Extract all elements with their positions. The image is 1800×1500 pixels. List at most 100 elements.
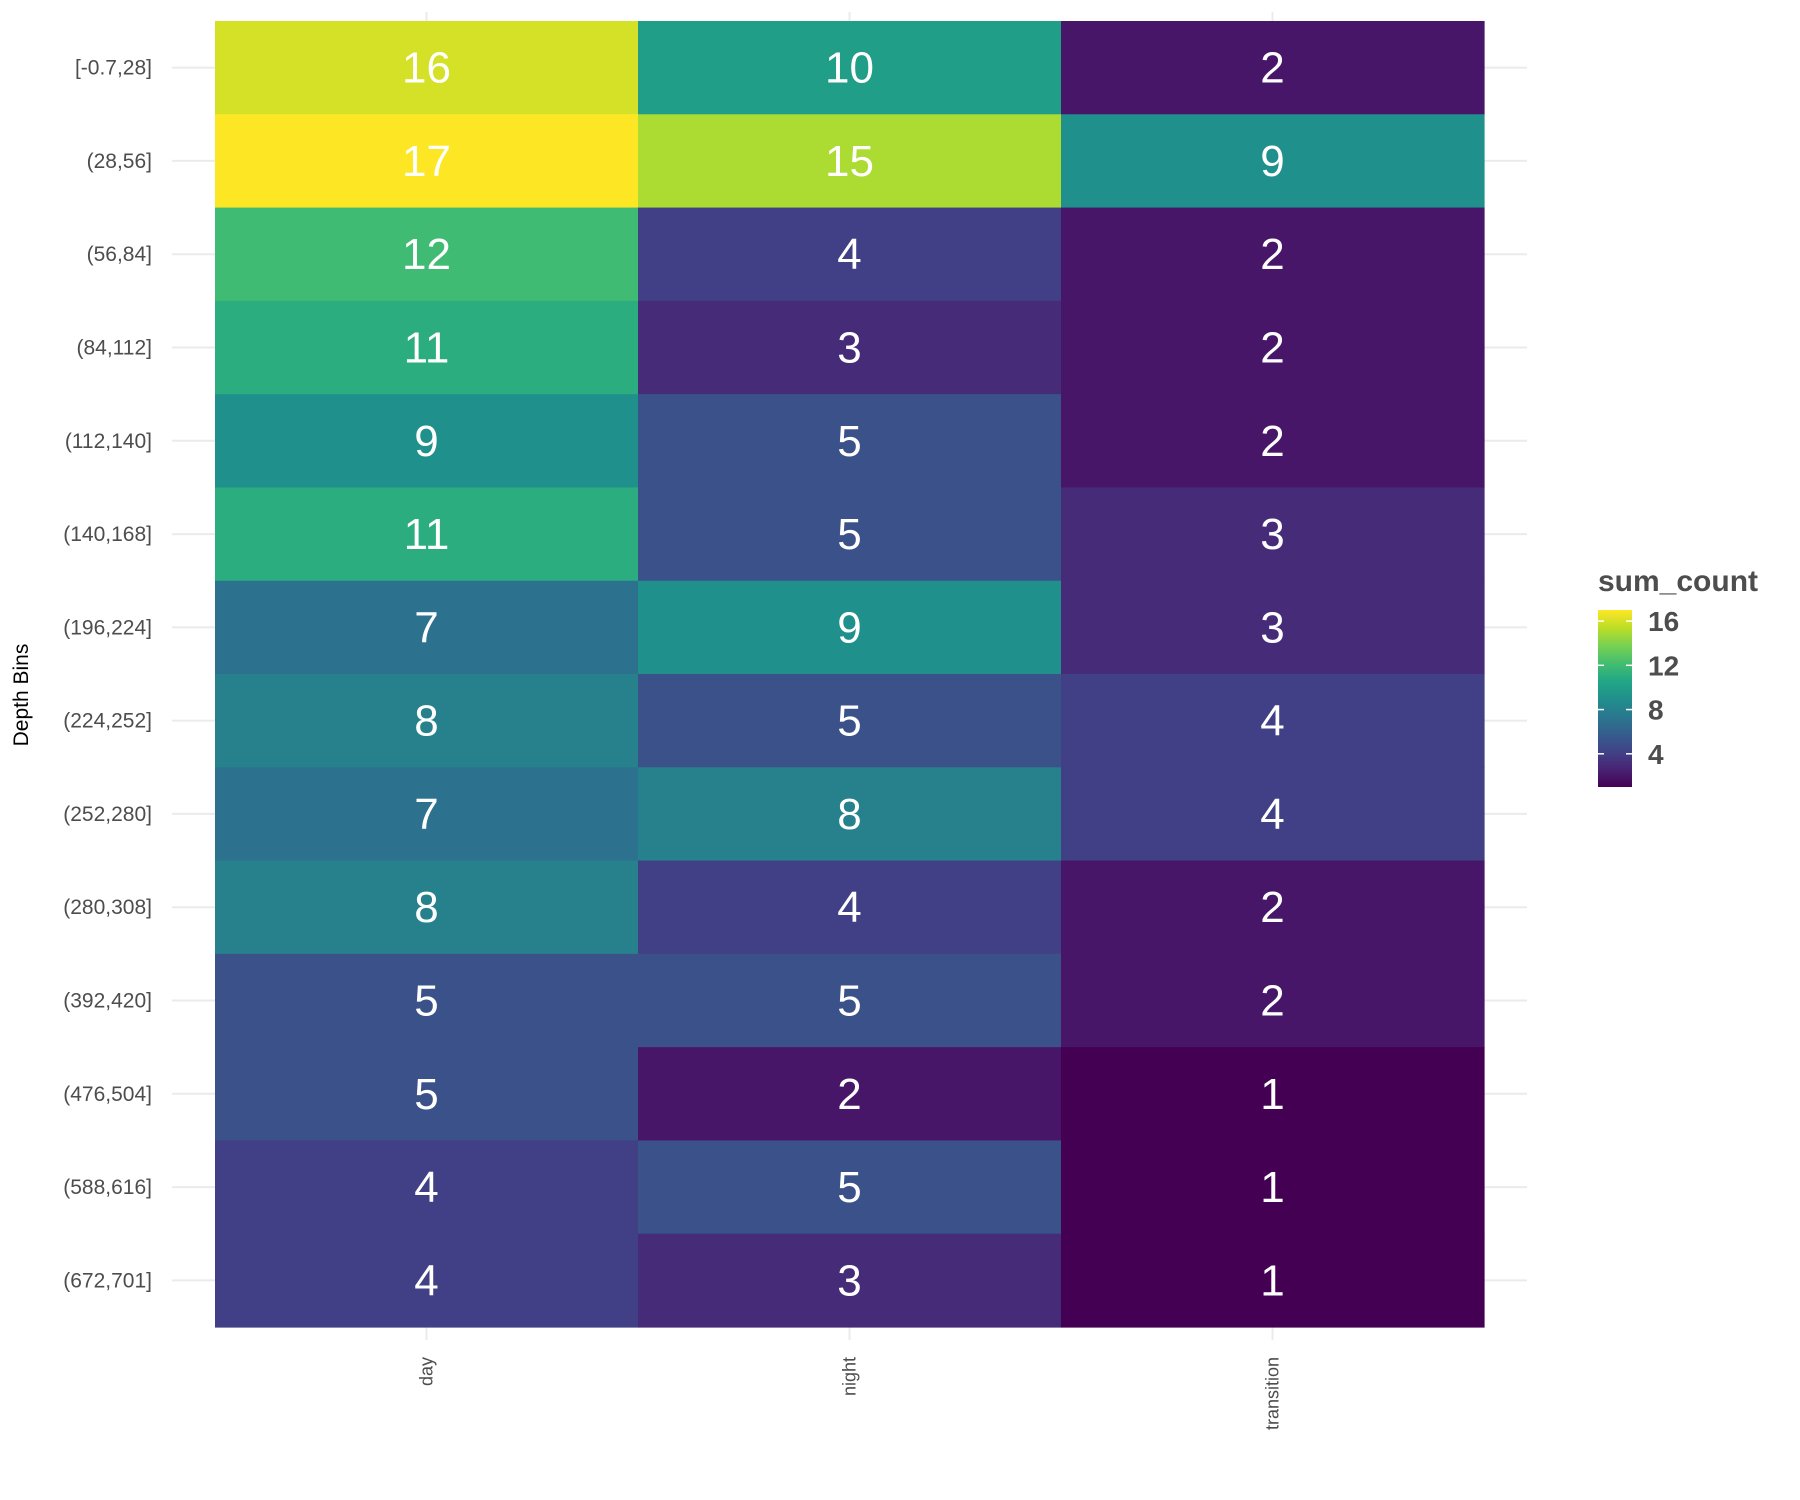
heatmap-cell	[638, 394, 1062, 489]
heatmap-cell	[215, 860, 639, 955]
legend-title: sum_count	[1598, 565, 1758, 598]
cell-value-label: 8	[837, 790, 861, 839]
legend-tick-label: 12	[1648, 650, 1679, 681]
y-tick-label: (196,224]	[63, 616, 152, 639]
heatmap-cell	[638, 1047, 1062, 1142]
cell-value-labels: 16 10 217 15 912 4 211 3 29 5 211 5 37 9 38 5 47 8 48 4 25 5 2…	[402, 44, 1285, 1306]
heatmap-cell	[215, 487, 639, 582]
cell-value-label: 2	[1260, 230, 1284, 279]
heatmap-cells	[215, 21, 1485, 1328]
heatmap-cell	[1061, 207, 1485, 302]
cell-value-label: 10	[825, 44, 874, 93]
heatmap-cell	[1061, 1140, 1485, 1235]
y-tick-label: (56,84]	[87, 243, 152, 266]
cell-value-label: 1	[1260, 1163, 1284, 1212]
heatmap-cell	[638, 860, 1062, 955]
heatmap-cell	[215, 767, 639, 862]
cell-value-label: 5	[837, 1163, 861, 1212]
y-axis-tick-labels: [-0.7,28] (28,56] (56,84] (84,112] (112,140]…	[63, 57, 152, 1293]
heatmap-cell	[215, 674, 639, 768]
y-tick-label: (84,112]	[77, 337, 153, 360]
cell-value-label: 5	[837, 510, 861, 559]
heatmap-cell	[215, 300, 639, 395]
heatmap-cell	[215, 953, 639, 1048]
legend-colorbar	[1598, 610, 1632, 787]
cell-value-label: 3	[1260, 603, 1284, 652]
heatmap-cell	[1061, 1233, 1485, 1328]
heatmap-cell	[1061, 1047, 1485, 1142]
heatmap-cell	[1061, 487, 1485, 582]
cell-value-label: 5	[837, 417, 861, 466]
cell-value-label: 7	[414, 790, 438, 839]
cell-value-label: 5	[837, 977, 861, 1026]
cell-value-label: 8	[414, 883, 438, 932]
heatmap-cell	[215, 1140, 639, 1235]
cell-value-label: 12	[402, 230, 451, 279]
x-tick-label: day	[417, 1357, 437, 1386]
cell-value-label: 5	[414, 1070, 438, 1119]
heatmap-cell	[638, 674, 1062, 768]
y-tick-label: (224,252]	[63, 710, 152, 733]
cell-value-label: 9	[1260, 137, 1284, 186]
cell-value-label: 4	[1260, 790, 1284, 839]
heatmap-cell	[215, 580, 639, 675]
heatmap-cell	[1061, 953, 1485, 1048]
color-legend: sum_count 4 8 12 16	[1598, 565, 1758, 787]
cell-value-label: 9	[837, 603, 861, 652]
heatmap-cell	[215, 21, 639, 115]
heatmap-cell	[638, 114, 1062, 209]
cell-value-label: 4	[837, 230, 861, 279]
cell-value-label: 9	[414, 417, 438, 466]
y-tick-label: (252,280]	[63, 803, 152, 826]
heatmap-cell	[638, 953, 1062, 1048]
heatmap-cell	[638, 300, 1062, 395]
cell-value-label: 15	[825, 137, 874, 186]
x-axis-tick-labels: day night transition	[417, 1357, 1283, 1430]
cell-value-label: 2	[1260, 324, 1284, 373]
legend-tick-label: 4	[1648, 739, 1664, 770]
heatmap-cell	[1061, 674, 1485, 768]
y-tick-label: (392,420]	[63, 990, 152, 1013]
y-tick-label: (476,504]	[63, 1083, 152, 1106]
legend-tick-label: 8	[1648, 695, 1664, 726]
heatmap-cell	[638, 487, 1062, 582]
heatmap-cell	[215, 114, 639, 209]
cell-value-label: 4	[837, 883, 861, 932]
heatmap-cell	[1061, 21, 1485, 115]
y-axis-title: Depth Bins	[10, 644, 33, 747]
heatmap-cell	[215, 207, 639, 302]
heatmap-cell	[1061, 114, 1485, 209]
cell-value-label: 5	[837, 697, 861, 746]
cell-value-label: 5	[414, 977, 438, 1026]
y-tick-label: (672,701]	[63, 1269, 152, 1292]
cell-value-label: 17	[402, 137, 451, 186]
heatmap-cell	[1061, 767, 1485, 862]
cell-value-label: 16	[402, 44, 451, 93]
cell-value-label: 11	[404, 324, 450, 373]
y-tick-label: (280,308]	[63, 896, 152, 919]
cell-value-label: 11	[404, 510, 450, 559]
y-tick-label: (140,168]	[63, 523, 152, 546]
heatmap-cell	[638, 1233, 1062, 1328]
cell-value-label: 2	[1260, 883, 1284, 932]
heatmap-cell	[638, 580, 1062, 675]
heatmap-cell	[215, 394, 639, 489]
heatmap-cell	[638, 1140, 1062, 1235]
heatmap-cell	[1061, 860, 1485, 955]
cell-value-label: 7	[414, 603, 438, 652]
cell-value-label: 1	[1260, 1070, 1284, 1119]
legend-tick-label: 16	[1648, 606, 1679, 637]
legend-ticks: 4 8 12 16	[1598, 606, 1679, 770]
heatmap-cell	[1061, 580, 1485, 675]
cell-value-label: 4	[414, 1163, 438, 1212]
y-tick-label: (588,616]	[63, 1176, 152, 1199]
heatmap-cell	[215, 1233, 639, 1328]
heatmap-cell	[638, 767, 1062, 862]
y-tick-label: (28,56]	[87, 150, 152, 173]
cell-value-label: 3	[1260, 510, 1284, 559]
cell-value-label: 4	[414, 1256, 438, 1305]
cell-value-label: 2	[1260, 417, 1284, 466]
cell-value-label: 8	[414, 697, 438, 746]
